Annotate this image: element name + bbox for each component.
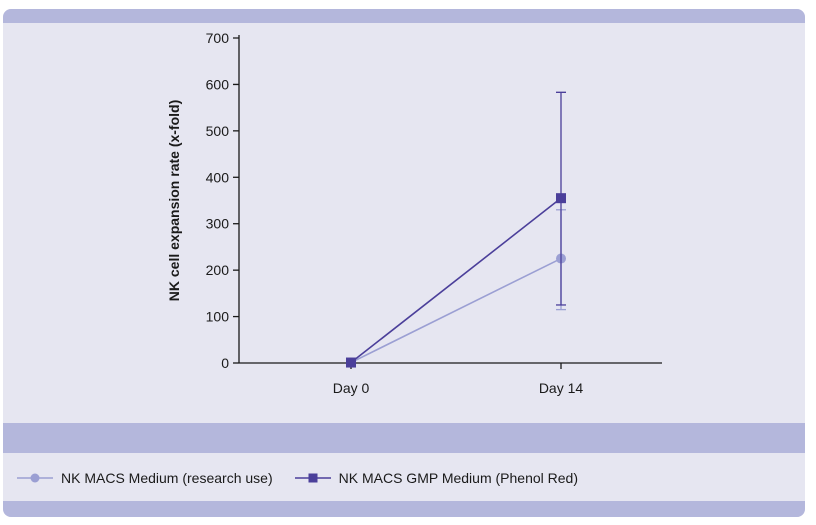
bottom-band xyxy=(3,501,805,517)
middle-band xyxy=(3,423,805,453)
circle-marker-icon xyxy=(17,473,53,483)
data-point-square xyxy=(346,357,356,368)
legend-item-gmp: NK MACS GMP Medium (Phenol Red) xyxy=(294,470,578,486)
series-line-1 xyxy=(350,197,562,364)
chart-card: 0 100 200 300 400 500 600 700 Day 0 Day 14 NK cell… xyxy=(3,9,805,517)
y-tick-label: 600 xyxy=(206,76,230,92)
square-marker-icon xyxy=(294,473,331,483)
x-tick-label: Day 14 xyxy=(539,380,584,396)
legend-item-research: NK MACS Medium (research use) xyxy=(17,470,273,486)
x-tick-label: Day 0 xyxy=(333,380,370,396)
y-tick-label: 0 xyxy=(221,355,229,371)
y-axis-title: NK cell expansion rate (x-fold) xyxy=(166,100,182,301)
series-line-0 xyxy=(350,257,562,364)
legend-label-gmp: NK MACS GMP Medium (Phenol Red) xyxy=(338,470,578,486)
y-tick-label: 700 xyxy=(206,30,230,46)
line-chart: 0 100 200 300 400 500 600 700 Day 0 Day 14 NK cell… xyxy=(166,30,662,396)
y-tick-label: 400 xyxy=(206,169,230,185)
y-tick-label: 100 xyxy=(206,309,230,325)
data-point-square xyxy=(556,193,566,204)
y-tick-label: 300 xyxy=(206,216,230,232)
chart-legend: NK MACS Medium (research use) NK MACS GM… xyxy=(17,465,600,491)
y-tick-label: 500 xyxy=(206,123,230,139)
top-band xyxy=(3,9,805,23)
legend-label-research: NK MACS Medium (research use) xyxy=(61,470,273,486)
y-tick-label: 200 xyxy=(206,262,230,278)
